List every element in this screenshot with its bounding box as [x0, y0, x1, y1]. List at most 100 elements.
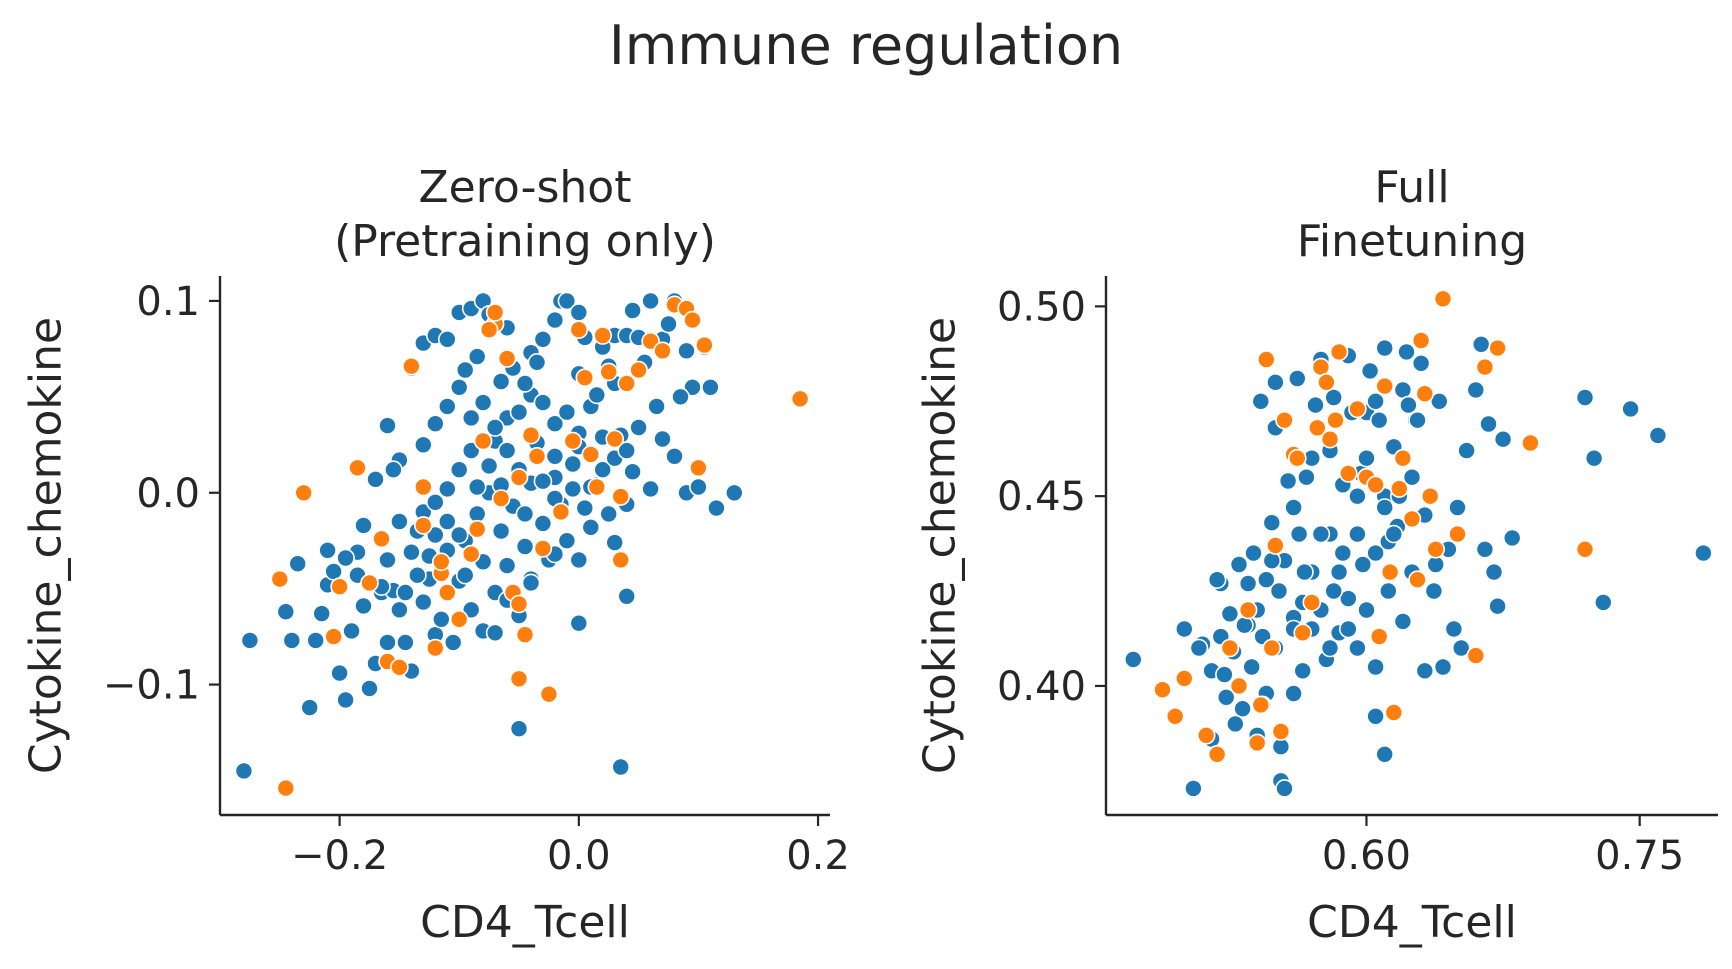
data-point-series-1	[1694, 543, 1713, 563]
data-point-series-1	[1408, 410, 1427, 430]
data-point-series-2	[372, 529, 391, 549]
data-point-series-1	[1238, 574, 1258, 593]
data-point-series-1	[449, 460, 469, 480]
data-point-series-1	[689, 477, 708, 497]
data-point-series-1	[1493, 429, 1513, 449]
data-point-series-2	[294, 483, 314, 503]
data-point-series-1	[629, 418, 648, 437]
data-point-series-1	[1488, 596, 1507, 616]
data-point-series-1	[1266, 372, 1285, 392]
data-point-series-1	[527, 352, 547, 372]
data-point-series-1	[1289, 524, 1309, 544]
data-point-series-1	[521, 573, 541, 593]
data-point-series-1	[533, 471, 553, 491]
data-point-series-1	[467, 347, 487, 366]
data-point-series-1	[515, 504, 535, 524]
data-point-series-1	[479, 456, 499, 476]
data-point-series-1	[1621, 399, 1640, 419]
data-point-series-2	[330, 577, 349, 597]
data-point-series-1	[1366, 706, 1385, 726]
data-point-series-2	[1229, 676, 1249, 696]
data-point-series-1	[1333, 543, 1353, 563]
data-point-series-1	[437, 479, 457, 499]
panel-title-line: Zero-shot	[419, 162, 632, 213]
data-point-series-1	[378, 416, 397, 435]
data-point-series-1	[617, 441, 637, 460]
data-point-series-1	[318, 540, 337, 560]
data-point-series-1	[1278, 471, 1298, 491]
data-point-series-1	[1295, 562, 1314, 582]
data-point-series-2	[575, 368, 595, 388]
data-point-series-2	[629, 360, 648, 380]
data-point-series-2	[413, 516, 433, 535]
data-point-series-2	[1293, 623, 1312, 643]
data-point-series-2	[605, 429, 625, 449]
data-point-series-1	[1366, 543, 1385, 563]
data-point-series-2	[1302, 593, 1322, 612]
data-point-series-2	[509, 594, 529, 614]
data-point-series-1	[545, 446, 565, 466]
data-point-series-1	[390, 600, 409, 620]
data-point-series-1	[360, 679, 379, 698]
data-point-series-1	[276, 602, 296, 622]
data-point-series-2	[790, 389, 810, 409]
data-point-series-2	[1433, 289, 1453, 309]
data-point-series-1	[1399, 395, 1418, 415]
data-point-series-2	[1466, 646, 1486, 665]
data-point-series-2	[1175, 669, 1194, 688]
data-point-series-2	[1266, 536, 1285, 555]
data-point-series-1	[378, 550, 397, 570]
data-point-series-1	[677, 341, 696, 361]
data-point-series-1	[330, 663, 349, 683]
data-point-series-1	[611, 757, 631, 777]
data-point-series-2	[1369, 627, 1389, 646]
data-point-series-1	[1384, 524, 1404, 544]
data-point-series-1	[641, 479, 660, 499]
data-point-series-1	[312, 604, 332, 623]
data-point-series-1	[425, 414, 445, 434]
data-point-series-1	[533, 329, 553, 349]
data-point-series-2	[1375, 376, 1394, 396]
data-point-series-1	[575, 498, 595, 518]
data-point-series-1	[1293, 661, 1312, 681]
data-point-series-1	[366, 469, 385, 489]
data-point-series-2	[1575, 539, 1595, 559]
x-tick-label: 0.60	[1322, 833, 1411, 879]
x-axis-label: CD4_Tcell	[420, 897, 630, 948]
data-point-series-1	[1594, 593, 1613, 612]
data-points	[1124, 289, 1713, 798]
data-point-series-1	[455, 360, 475, 380]
data-point-series-1	[1257, 570, 1276, 590]
y-axis-label: Cytokine_chemokine	[21, 317, 72, 774]
data-point-series-2	[587, 477, 607, 497]
data-point-series-1	[659, 314, 678, 334]
data-point-series-2	[1247, 733, 1267, 753]
data-point-series-2	[1402, 509, 1422, 529]
y-tick-label: 0.1	[136, 279, 200, 325]
data-point-series-2	[581, 445, 601, 464]
data-point-series-1	[431, 609, 451, 629]
data-point-series-1	[617, 586, 637, 606]
data-point-series-2	[515, 625, 535, 645]
data-point-series-2	[689, 458, 708, 478]
data-point-series-2	[1207, 744, 1227, 764]
data-point-series-2	[1326, 410, 1345, 430]
data-point-series-1	[1242, 657, 1261, 677]
data-point-series-1	[1348, 524, 1367, 544]
data-point-series-2	[461, 544, 481, 564]
data-point-series-2	[1366, 475, 1385, 495]
data-point-series-2	[497, 349, 517, 368]
data-point-series-1	[545, 414, 565, 434]
data-point-series-1	[300, 698, 320, 717]
data-point-series-2	[1408, 570, 1427, 590]
data-point-series-1	[1251, 391, 1271, 411]
data-point-series-1	[671, 387, 690, 407]
data-point-series-1	[1375, 744, 1394, 764]
data-point-series-2	[473, 431, 493, 451]
data-point-series-2	[1348, 399, 1367, 419]
data-point-series-1	[1244, 543, 1263, 563]
data-point-series-1	[1375, 338, 1394, 358]
data-point-series-1	[1648, 426, 1668, 445]
data-point-series-2	[539, 684, 559, 704]
data-point-series-1	[1262, 513, 1282, 533]
